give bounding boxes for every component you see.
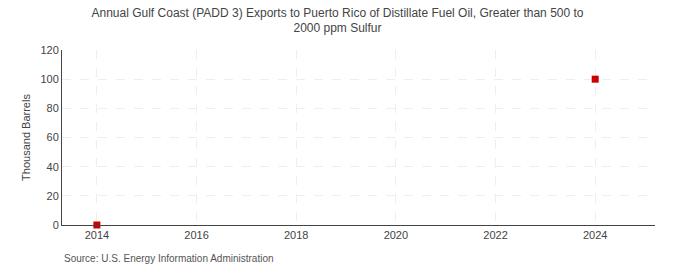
svg-text:2024: 2024 (583, 229, 607, 241)
svg-text:2016: 2016 (184, 229, 208, 241)
svg-text:40: 40 (47, 161, 59, 173)
svg-text:120: 120 (40, 44, 58, 56)
svg-text:Annual Gulf Coast (PADD 3) Exp: Annual Gulf Coast (PADD 3) Exports to Pu… (92, 6, 584, 36)
svg-text:2022: 2022 (483, 229, 507, 241)
svg-text:2018: 2018 (284, 229, 308, 241)
svg-text:60: 60 (47, 131, 59, 143)
svg-text:80: 80 (47, 102, 59, 114)
svg-text:100: 100 (40, 73, 58, 85)
svg-text:2020: 2020 (384, 229, 408, 241)
svg-text:2014: 2014 (85, 229, 109, 241)
svg-text:20: 20 (47, 190, 59, 202)
svg-text:Thousand Barrels: Thousand Barrels (20, 94, 32, 181)
svg-text:Source: U.S. Energy Informatio: Source: U.S. Energy Information Administ… (64, 253, 274, 264)
svg-text:0: 0 (53, 219, 59, 231)
